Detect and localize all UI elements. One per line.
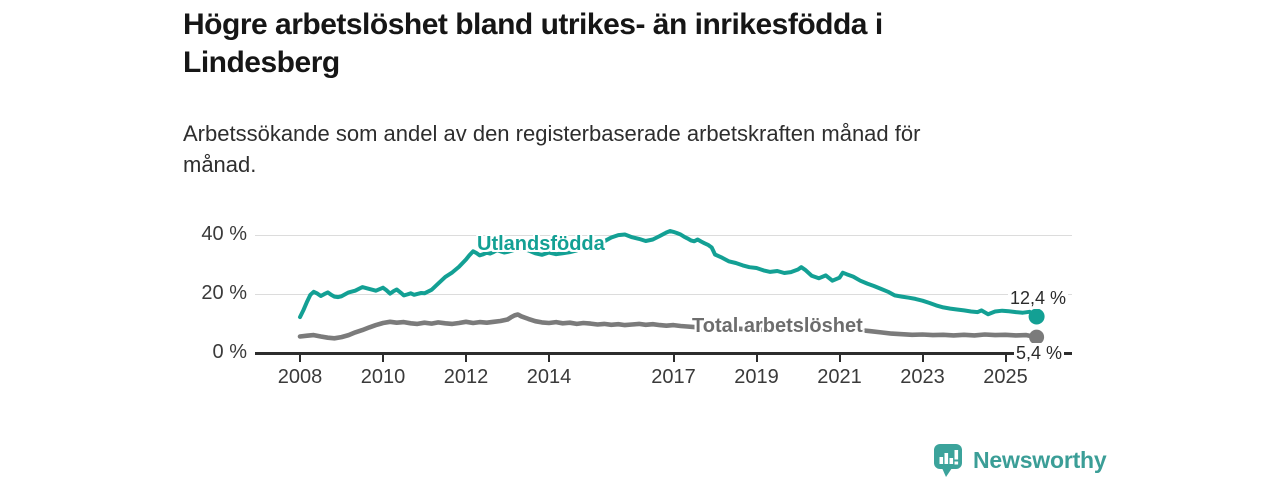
newsworthy-logo-icon (934, 444, 962, 477)
x-axis-label-2021: 2021 (817, 366, 862, 388)
x-axis-label-2014: 2014 (526, 366, 572, 388)
end-value-foreign-born: 12,4 % (1008, 288, 1069, 309)
end-value-total: 5,4 % (1014, 343, 1065, 364)
x-axis-label-2025: 2025 (983, 366, 1028, 388)
y-axis-label-0-percent: 0 % (212, 341, 247, 363)
x-axis-tick-2014 (548, 354, 550, 362)
x-axis-label-2010: 2010 (360, 366, 406, 388)
chart-subtitle: Arbetssökande som andel av den registerb… (183, 121, 921, 177)
x-axis-tick-2021 (838, 354, 841, 362)
x-axis-tick-2012 (465, 354, 467, 362)
series-label-foreign-born: Utlandsfödda (477, 233, 605, 255)
y-axis-label-40-percent: 40 % (201, 223, 247, 246)
total-end-dot (1029, 329, 1045, 345)
foreign-born-end-dot (1028, 308, 1045, 325)
foreign-born-line (298, 229, 1039, 320)
gridline-20-percent (255, 293, 1072, 295)
x-axis-tick-2017 (672, 354, 675, 362)
series-label-total: Total arbetslöshet (692, 315, 863, 337)
x-axis-label-2017: 2017 (651, 366, 696, 388)
x-axis-tick-2010 (382, 354, 384, 362)
x-axis-label-2008: 2008 (277, 366, 323, 388)
x-axis-label-2012: 2012 (443, 366, 489, 388)
x-axis-line (255, 351, 1072, 355)
newsworthy-logo-text: Newsworthy (973, 447, 1107, 473)
x-axis-tick-2023 (921, 354, 924, 362)
x-axis-tick-2019 (755, 354, 758, 362)
total-unemployment-line (297, 312, 1039, 341)
y-axis-label-20-percent: 20 % (201, 282, 247, 305)
x-axis-label-2019: 2019 (734, 366, 779, 388)
x-axis-tick-2025 (1004, 354, 1007, 362)
x-axis-tick-2008 (299, 354, 301, 362)
x-axis-label-2023: 2023 (900, 366, 945, 388)
chart-title: Högre arbetslöshet bland utrikes- än inr… (183, 8, 883, 79)
newsworthy-branding: Newsworthy (933, 443, 1107, 478)
